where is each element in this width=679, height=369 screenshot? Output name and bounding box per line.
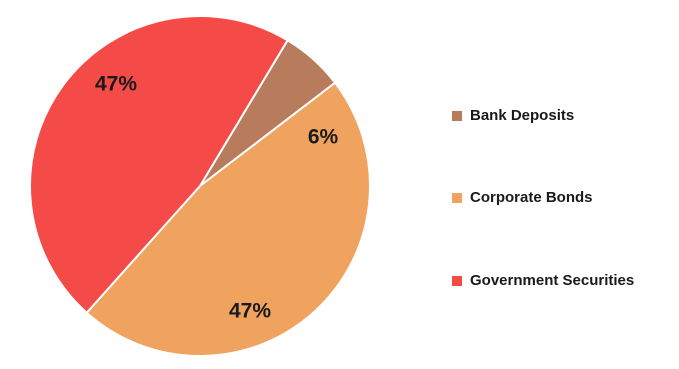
legend-swatch bbox=[452, 276, 462, 286]
pie-slice-corporate-bonds bbox=[85, 81, 371, 357]
legend-item-government-securities: Government Securities bbox=[452, 272, 634, 289]
legend-swatch bbox=[452, 111, 462, 121]
legend-label: Government Securities bbox=[470, 272, 634, 289]
legend-label: Corporate Bonds bbox=[470, 189, 593, 206]
legend-swatch bbox=[452, 193, 462, 203]
data-label-bank-deposits: 6% bbox=[308, 126, 339, 149]
legend-item-corporate-bonds: Corporate Bonds bbox=[452, 189, 593, 206]
pie-slices bbox=[29, 15, 371, 357]
data-label-corporate-bonds: 47% bbox=[229, 300, 271, 323]
legend-item-bank-deposits: Bank Deposits bbox=[452, 107, 574, 124]
data-labels: 6% 47% 47% bbox=[95, 73, 339, 323]
legend-label: Bank Deposits bbox=[470, 107, 574, 124]
legend: Bank Deposits Corporate Bonds Government S… bbox=[452, 107, 634, 289]
pie-slice-government-securities bbox=[29, 15, 289, 315]
data-label-government-securities: 47% bbox=[95, 73, 137, 96]
